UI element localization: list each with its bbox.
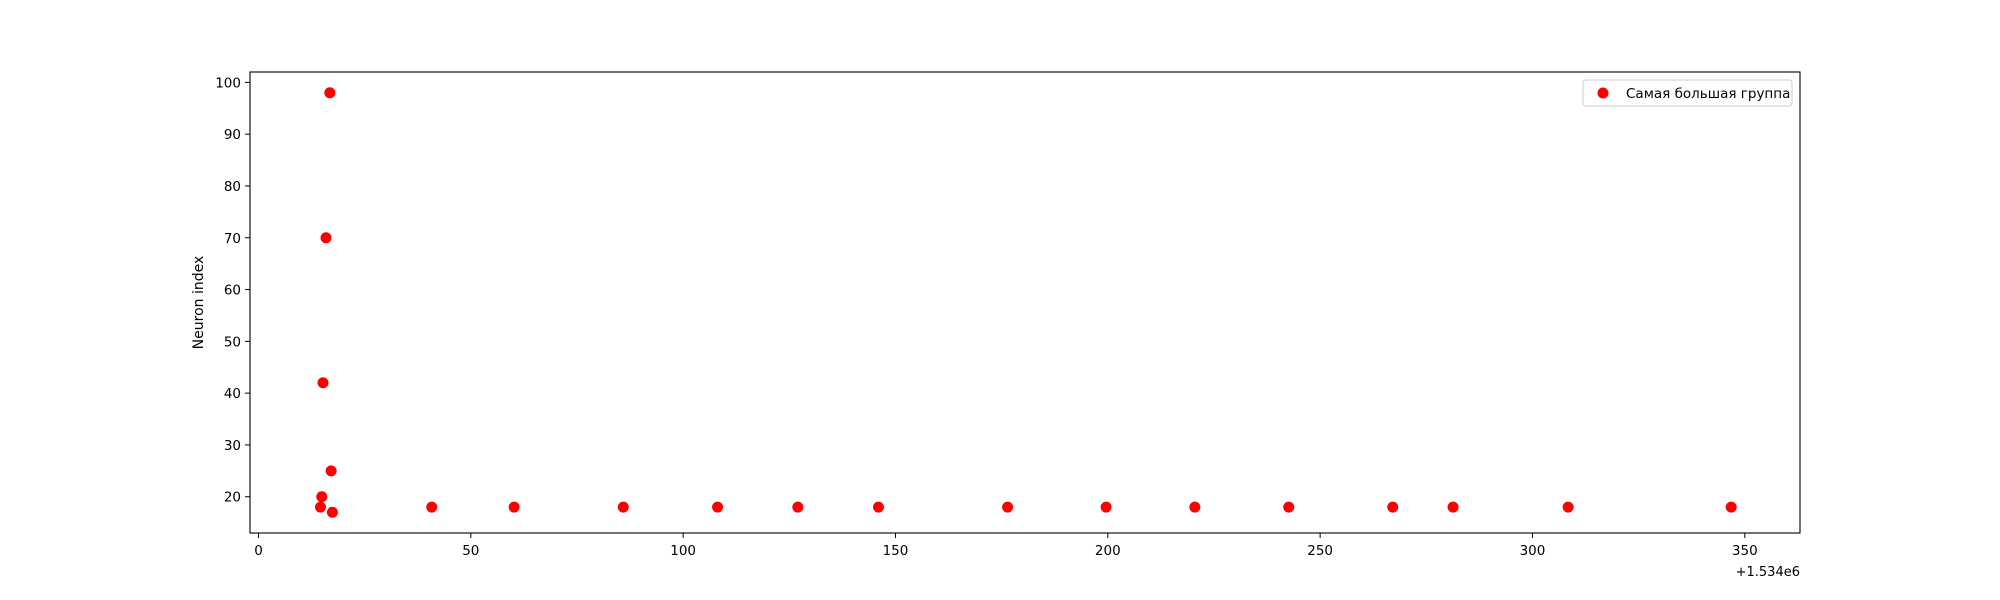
data-point	[324, 87, 336, 99]
data-point	[1283, 501, 1295, 513]
y-axis-ticks: 20 30 40 50 60 70 80 90 100	[215, 75, 250, 506]
y-tick-label: 90	[224, 127, 241, 143]
y-axis-label: Neuron index	[191, 256, 207, 350]
plot-area: 0 50 100 150 200 250 300 350 20 30 40 50 60 70 80 90 10…	[215, 71, 1801, 559]
x-tick-label: 150	[883, 543, 909, 559]
data-point	[316, 491, 328, 503]
x-tick-label: 250	[1307, 543, 1333, 559]
y-tick-label: 80	[224, 179, 241, 195]
x-axis-offset-label: +1.534e6	[1736, 565, 1800, 580]
data-point	[426, 501, 438, 513]
legend-marker	[1597, 87, 1609, 99]
data-point	[712, 501, 724, 513]
legend: Самая большая группа	[1582, 79, 1793, 107]
data-point	[314, 501, 326, 513]
legend-label: Самая большая группа	[1626, 86, 1790, 102]
axes-frame	[249, 71, 1801, 534]
y-tick-label: 70	[224, 231, 241, 247]
x-tick-label: 0	[254, 543, 263, 559]
data-point	[1562, 501, 1574, 513]
data-point	[1725, 501, 1737, 513]
data-point	[1100, 501, 1112, 513]
x-tick-label: 200	[1095, 543, 1121, 559]
data-point	[872, 501, 884, 513]
x-tick-label: 50	[462, 543, 479, 559]
y-tick-label: 30	[224, 438, 241, 454]
x-axis-ticks: 0 50 100 150 200 250 300 350	[254, 533, 1758, 559]
data-point	[326, 506, 338, 518]
legend-box	[1582, 79, 1793, 107]
data-point	[1447, 501, 1459, 513]
data-point	[325, 465, 337, 477]
y-tick-label: 50	[224, 334, 241, 350]
x-tick-label: 300	[1520, 543, 1546, 559]
x-tick-label: 350	[1732, 543, 1758, 559]
data-point	[1002, 501, 1014, 513]
data-point	[792, 501, 804, 513]
x-tick-label: 100	[670, 543, 696, 559]
y-tick-label: 20	[224, 490, 241, 506]
data-point	[317, 377, 329, 389]
data-point	[1387, 501, 1399, 513]
data-point	[508, 501, 520, 513]
y-tick-label: 40	[224, 386, 241, 402]
data-point	[617, 501, 629, 513]
data-point	[1189, 501, 1201, 513]
data-points	[314, 87, 1737, 518]
data-point	[320, 232, 332, 244]
y-tick-label: 100	[215, 75, 241, 91]
y-tick-label: 60	[224, 283, 241, 299]
